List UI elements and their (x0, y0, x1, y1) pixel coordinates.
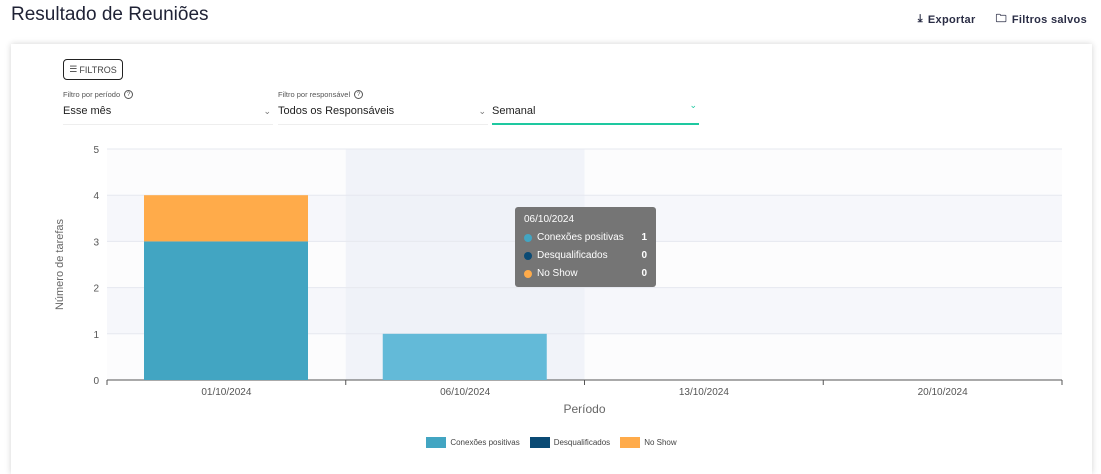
folder-icon: 🗀 (995, 13, 1007, 25)
saved-filters-button[interactable]: 🗀 Filtros salvos (996, 10, 1087, 29)
legend-label: No Show (644, 438, 677, 447)
tooltip-value: 0 (641, 268, 647, 279)
x-tick-label: 01/10/2024 (201, 387, 251, 398)
series-dot (524, 251, 532, 260)
y-tick-label: 3 (93, 237, 99, 248)
bar-segment (144, 241, 308, 380)
period-value: Esse mês (63, 105, 112, 117)
owner-select[interactable]: Filtro por responsável? Todos os Respons… (278, 90, 488, 125)
filters-label: FILTROS (79, 64, 117, 75)
y-tick-label: 4 (93, 191, 99, 202)
saved-filters-label: Filtros salvos (1011, 13, 1087, 26)
export-button[interactable]: ⤓ Exportar (918, 10, 976, 29)
help-icon[interactable]: ? (124, 90, 134, 99)
x-tick-label: 13/10/2024 (679, 387, 729, 398)
filters-button[interactable]: ☰ FILTROS (63, 59, 123, 80)
chevron-down-icon: ⌄ (478, 106, 486, 116)
tooltip-value: 1 (641, 232, 647, 243)
sliders-icon: ☰ (69, 64, 78, 74)
tooltip-label: No Show (537, 268, 578, 279)
page-title: Resultado de Reuniões (11, 4, 209, 25)
legend-item[interactable]: Desqualificados (529, 437, 611, 448)
legend-swatch (529, 437, 550, 448)
tooltip-row: Desqualificados 0 (524, 250, 647, 261)
x-tick-label: 06/10/2024 (440, 387, 490, 398)
bar-segment (382, 333, 547, 380)
chart-tooltip: 06/10/2024 Conexões positivas 1 Desqualif… (515, 207, 656, 287)
tooltip-title: 06/10/2024 (524, 214, 575, 225)
y-tick-label: 2 (93, 284, 99, 295)
legend-item[interactable]: No Show (620, 437, 677, 448)
y-tick-label: 5 (93, 145, 99, 156)
legend-item[interactable]: Conexões positivas (426, 437, 520, 448)
owner-value: Todos os Responsáveis (278, 105, 395, 117)
y-tick-label: 1 (93, 330, 99, 341)
period-label: Filtro por período (63, 90, 121, 99)
export-label: Exportar (927, 13, 976, 26)
granularity-select[interactable]: Semanal ⌄ (492, 100, 699, 125)
legend-swatch (426, 437, 447, 448)
legend-swatch (620, 437, 641, 448)
chart-card: ☰ FILTROS Filtro por período? Esse mês ⌄ … (11, 44, 1092, 474)
legend-label: Conexões positivas (450, 438, 520, 447)
y-tick-label: 0 (93, 376, 99, 387)
tooltip-row: Conexões positivas 1 (524, 232, 647, 243)
owner-label: Filtro por responsável (278, 90, 351, 99)
tooltip-label: Conexões positivas (537, 232, 624, 243)
granularity-value: Semanal (492, 105, 536, 117)
help-icon[interactable]: ? (354, 90, 364, 99)
x-axis-title: Período (563, 402, 605, 416)
tooltip-row: No Show 0 (524, 268, 647, 279)
bar-segment (144, 195, 308, 242)
legend-label: Desqualificados (553, 438, 611, 447)
download-icon: ⤓ (917, 13, 923, 25)
series-dot (524, 269, 532, 278)
chevron-down-icon: ⌄ (263, 106, 271, 116)
chevron-down-icon: ⌄ (689, 100, 697, 110)
tooltip-label: Desqualificados (537, 250, 608, 261)
tooltip-value: 0 (641, 250, 647, 261)
period-select[interactable]: Filtro por período? Esse mês ⌄ (63, 90, 273, 125)
series-dot (524, 233, 532, 242)
chart-legend: Conexões positivas Desqualificados No Sh… (11, 437, 1092, 448)
x-tick-label: 20/10/2024 (918, 387, 968, 398)
y-axis-title: Número de tarefas (54, 218, 66, 310)
